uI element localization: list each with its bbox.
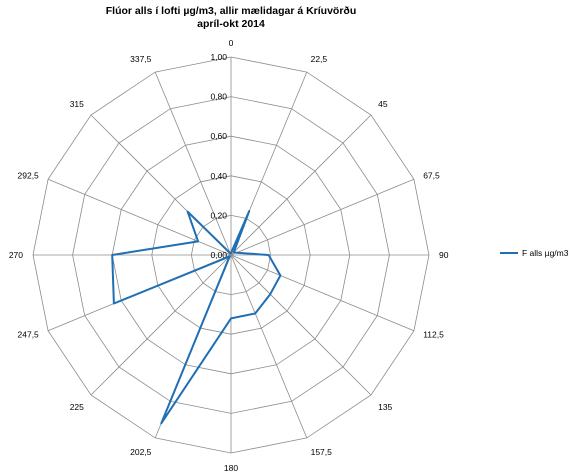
radial-tick-label: 0,40 [210, 171, 227, 181]
spoke-line [154, 71, 232, 256]
spoke-line [47, 178, 232, 256]
category-label: 292,5 [18, 170, 40, 180]
category-label: 45 [378, 99, 388, 109]
category-label: 67,5 [423, 170, 440, 180]
radial-tick-label: 1,00 [210, 52, 227, 62]
category-label: 315 [70, 99, 84, 109]
chart-title: Flúor alls í lofti µg/m3, allir mælidaga… [105, 5, 357, 17]
category-label: 135 [378, 402, 392, 412]
series-line [111, 210, 282, 425]
category-label: 112,5 [423, 330, 444, 340]
legend: F alls µg/m3 [500, 248, 568, 258]
radial-tick-label: 0,20 [210, 210, 227, 220]
category-label: 0 [229, 38, 234, 48]
spoke-line [230, 178, 415, 256]
radial-tick-label: 0,00 [210, 250, 227, 260]
radial-tick-label: 0,80 [210, 92, 227, 102]
spoke-line [230, 254, 308, 439]
category-label: 247,5 [18, 330, 40, 340]
legend-swatch [500, 252, 518, 254]
spoke-line [90, 254, 232, 396]
spoke-line [230, 254, 415, 332]
category-label: 157,5 [311, 447, 333, 457]
category-label: 270 [9, 250, 23, 260]
category-label: 180 [224, 463, 238, 473]
category-label: 202,5 [130, 447, 152, 457]
category-label: 225 [70, 402, 84, 412]
category-label: 337,5 [130, 54, 152, 64]
category-label: 90 [439, 250, 449, 260]
spoke-line [230, 254, 372, 396]
category-label: 22,5 [311, 54, 328, 64]
radial-tick-label: 0,60 [210, 131, 227, 141]
legend-label: F alls µg/m3 [522, 248, 569, 258]
chart-subtitle: apríl-okt 2014 [197, 18, 265, 30]
spoke-line [230, 114, 372, 256]
